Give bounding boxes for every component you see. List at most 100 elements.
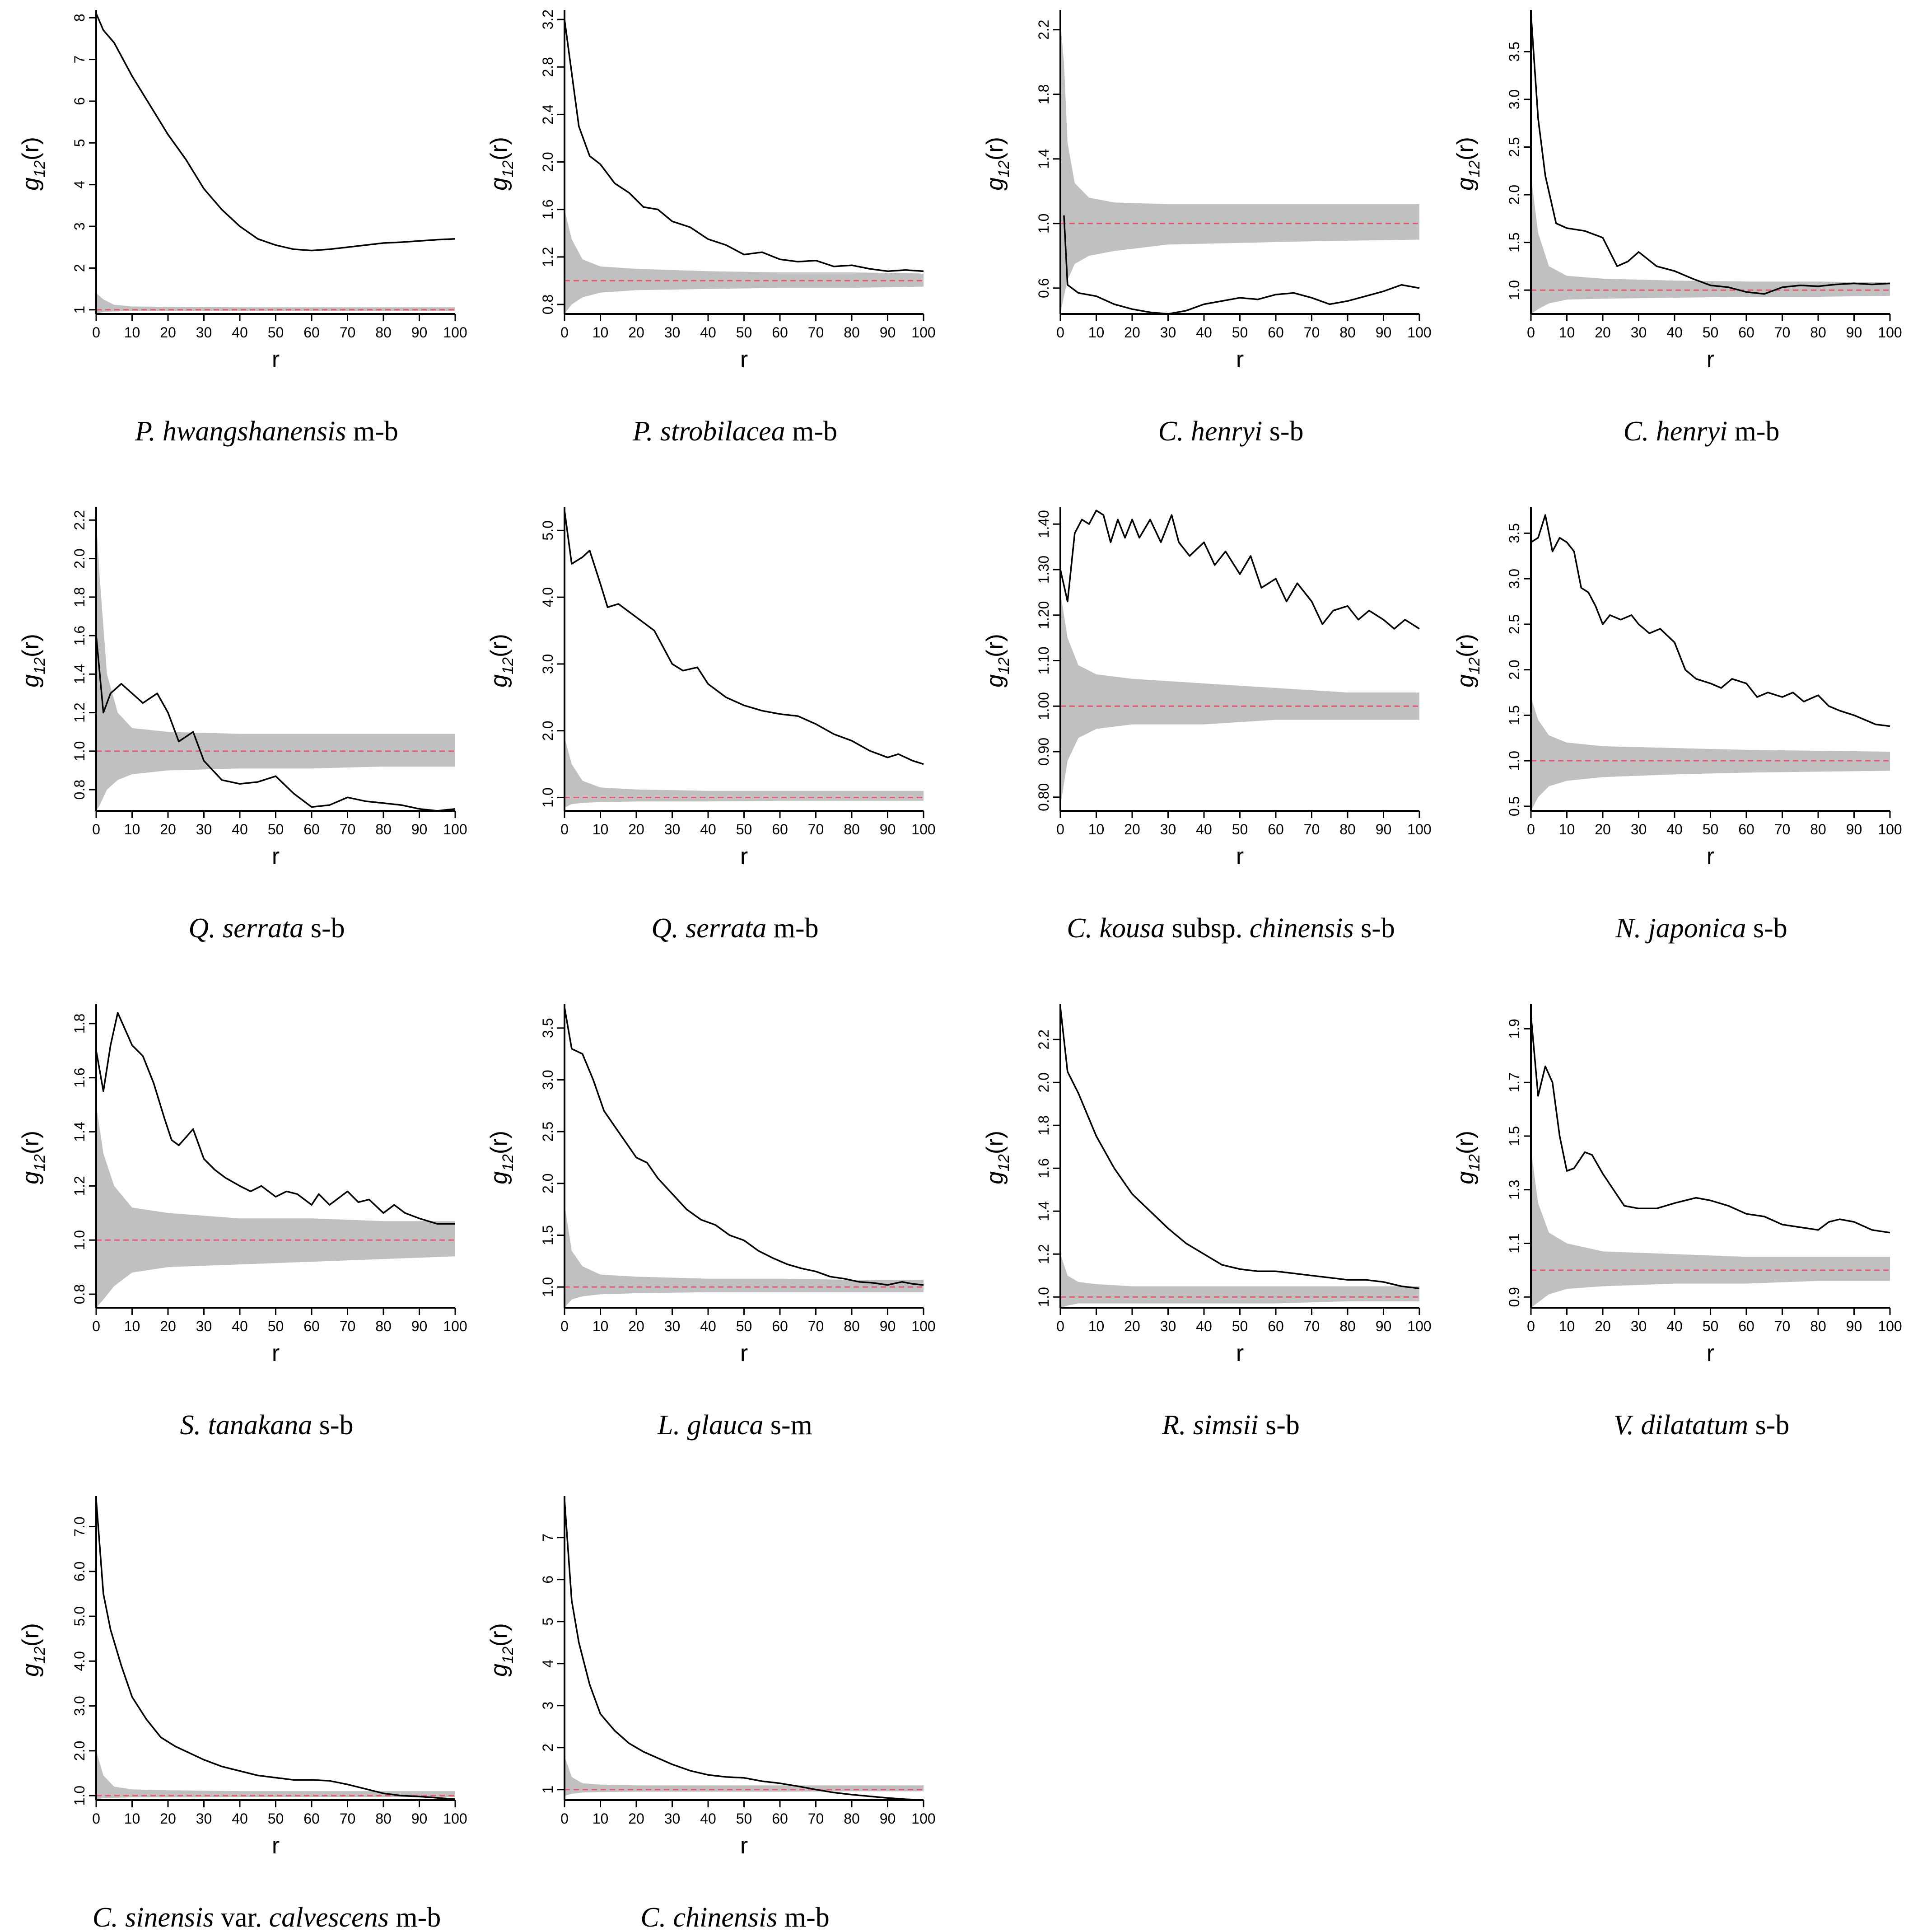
x-tick-label: 100 xyxy=(911,1810,935,1827)
x-tick-label: 0 xyxy=(560,1318,569,1334)
x-tick-label: 20 xyxy=(628,1318,644,1334)
x-tick-label: 20 xyxy=(628,1810,644,1827)
x-tick-label: 60 xyxy=(1738,1318,1754,1334)
y-axis-label: g12(r) xyxy=(18,1623,48,1677)
y-tick-label: 2.0 xyxy=(71,548,88,568)
y-tick-label: 2.0 xyxy=(540,152,556,172)
x-tick-label: 10 xyxy=(593,1810,609,1827)
x-tick-label: 70 xyxy=(1774,1318,1791,1334)
x-axis-label: r xyxy=(272,843,280,870)
panel-caption: Q. serrata s-b xyxy=(188,913,345,944)
y-tick-label: 8 xyxy=(71,14,88,22)
x-tick-label: 90 xyxy=(1846,1318,1862,1334)
y-tick-label: 1.0 xyxy=(1506,751,1522,771)
y-tick-label: 1.9 xyxy=(1506,1019,1522,1039)
simulation-envelope xyxy=(96,520,455,811)
x-tick-label: 10 xyxy=(1559,821,1575,837)
x-tick-label: 100 xyxy=(1407,821,1431,837)
x-tick-label: 40 xyxy=(1196,324,1212,341)
y-tick-label: 1.0 xyxy=(540,1277,556,1297)
x-tick-label: 0 xyxy=(1527,821,1535,837)
y-tick-label: 0.80 xyxy=(1036,783,1052,811)
y-tick-label: 1 xyxy=(540,1786,556,1794)
y-tick-label: 1.7 xyxy=(1506,1072,1522,1092)
y-tick-label: 1.4 xyxy=(71,1122,88,1141)
x-tick-label: 70 xyxy=(340,821,356,837)
x-tick-label: 30 xyxy=(196,324,212,341)
y-tick-label: 4 xyxy=(71,181,88,189)
x-axis-label: r xyxy=(272,346,280,373)
y-tick-label: 2.0 xyxy=(540,1174,556,1193)
x-tick-label: 70 xyxy=(1774,821,1791,837)
y-tick-label: 1.0 xyxy=(71,1230,88,1250)
y-tick-label: 4.0 xyxy=(540,587,556,607)
x-tick-label: 30 xyxy=(196,821,212,837)
x-axis-label: r xyxy=(1707,1340,1714,1366)
x-tick-label: 70 xyxy=(808,324,824,341)
y-tick-label: 7.0 xyxy=(71,1516,88,1536)
x-tick-label: 20 xyxy=(1124,821,1140,837)
x-tick-label: 30 xyxy=(1160,1318,1176,1334)
x-tick-label: 0 xyxy=(92,324,100,341)
x-tick-label: 0 xyxy=(1527,1318,1535,1334)
x-tick-label: 40 xyxy=(700,821,716,837)
y-tick-label: 7 xyxy=(540,1534,556,1542)
simulation-envelope xyxy=(1531,697,1890,811)
chart-panel: 0 10 20 30 40 50 60 70 80 90 100 1.0 1.5 2.0 2.5 3.0 3.5… xyxy=(486,1004,936,1441)
y-tick-label: 1.2 xyxy=(71,1176,88,1196)
x-tick-label: 20 xyxy=(1595,821,1611,837)
y-tick-label: 1.4 xyxy=(1036,1201,1052,1221)
observed-line xyxy=(95,1499,456,1800)
x-axis-label: r xyxy=(740,346,748,373)
y-axis-label: g12(r) xyxy=(982,1131,1012,1184)
y-tick-label: 3.5 xyxy=(540,1018,556,1038)
x-tick-label: 10 xyxy=(1559,324,1575,341)
observed-line xyxy=(564,510,924,765)
x-tick-label: 20 xyxy=(1124,324,1140,341)
x-tick-label: 30 xyxy=(664,1810,681,1827)
chart-panel: 0 10 20 30 40 50 60 70 80 90 100 0.8 1.0 1.2 1.4 1.6 1.8… xyxy=(18,507,467,944)
x-tick-label: 10 xyxy=(124,324,140,341)
chart-panel: 0 10 20 30 40 50 60 70 80 90 100 1.0 1.5 2.0 2.5 3.0 3.5… xyxy=(1452,10,1902,447)
y-tick-label: 1.5 xyxy=(1506,232,1522,252)
x-tick-label: 0 xyxy=(560,324,569,341)
panel-caption: P. strobilacea m-b xyxy=(632,416,837,447)
x-tick-label: 60 xyxy=(772,1318,788,1334)
x-tick-label: 100 xyxy=(443,324,467,341)
x-tick-label: 80 xyxy=(1339,324,1356,341)
x-tick-label: 50 xyxy=(1703,821,1719,837)
y-tick-label: 1.8 xyxy=(1036,1115,1052,1135)
y-axis-label: g12(r) xyxy=(486,1131,517,1184)
y-tick-label: 3.0 xyxy=(1506,89,1522,109)
x-tick-label: 70 xyxy=(1774,324,1791,341)
x-tick-label: 30 xyxy=(1631,324,1647,341)
y-tick-label: 1.5 xyxy=(1506,1126,1522,1146)
x-tick-label: 20 xyxy=(160,1810,176,1827)
simulation-envelope xyxy=(565,209,924,314)
x-tick-label: 90 xyxy=(880,1810,896,1827)
y-tick-label: 4.0 xyxy=(71,1651,88,1671)
x-tick-label: 60 xyxy=(1738,821,1754,837)
x-tick-label: 0 xyxy=(92,821,100,837)
x-tick-label: 0 xyxy=(1527,324,1535,341)
x-tick-label: 50 xyxy=(268,821,284,837)
y-tick-label: 2.4 xyxy=(540,104,556,124)
chart-panel: 0 10 20 30 40 50 60 70 80 90 100 1.0 2.0 3.0 4.0 5.0 6.0… xyxy=(18,1496,467,1932)
x-tick-label: 70 xyxy=(808,821,824,837)
x-tick-label: 20 xyxy=(1595,1318,1611,1334)
x-tick-label: 20 xyxy=(1124,1318,1140,1334)
x-tick-label: 80 xyxy=(1810,324,1826,341)
y-tick-label: 0.5 xyxy=(1506,796,1522,816)
x-tick-label: 60 xyxy=(1268,324,1284,341)
x-tick-label: 70 xyxy=(1304,324,1320,341)
x-tick-label: 60 xyxy=(303,324,320,341)
y-tick-label: 4 xyxy=(540,1660,556,1668)
x-tick-label: 50 xyxy=(1232,1318,1248,1334)
y-tick-label: 1.5 xyxy=(1506,705,1522,725)
y-tick-label: 2.2 xyxy=(1036,1029,1052,1049)
x-tick-label: 80 xyxy=(375,1810,392,1827)
x-tick-label: 80 xyxy=(844,1318,860,1334)
y-tick-label: 6.0 xyxy=(71,1562,88,1581)
y-tick-label: 1.0 xyxy=(1036,214,1052,234)
